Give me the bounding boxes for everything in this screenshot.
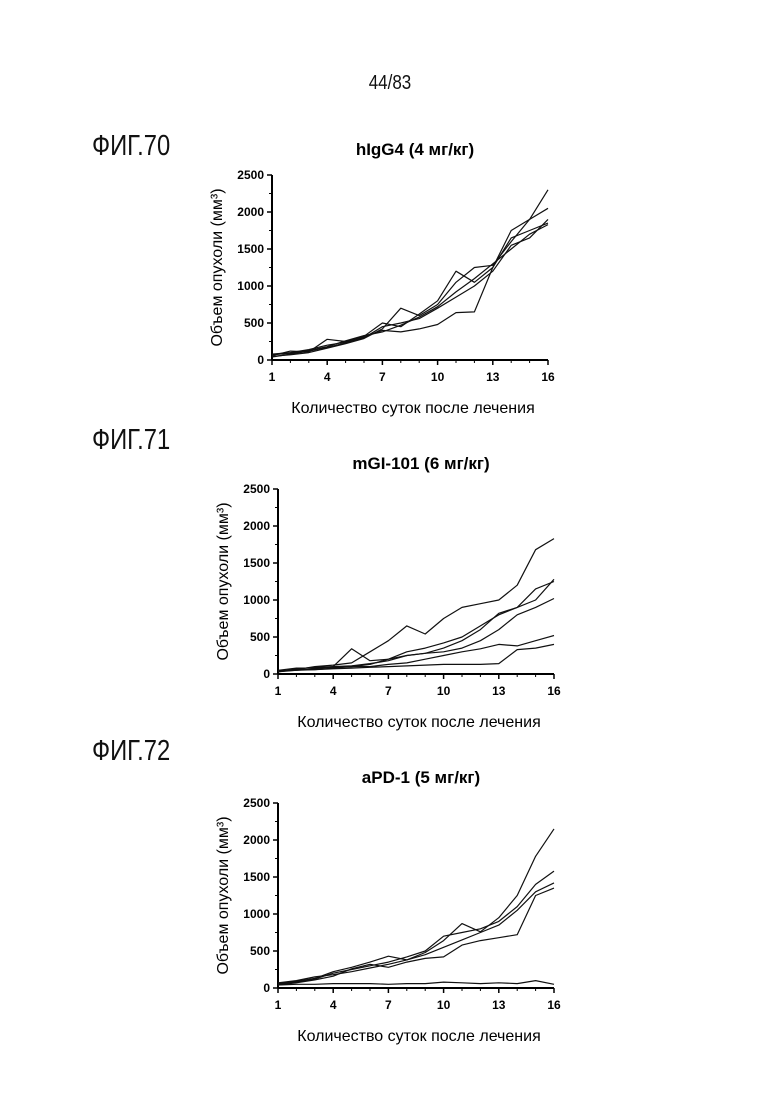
y-tick-label: 500	[250, 944, 270, 958]
y-tick-label: 500	[244, 316, 264, 330]
x-axis-label: Количество суток после лечения	[297, 1028, 540, 1045]
y-tick-label: 2500	[237, 168, 264, 182]
y-tick-label: 2000	[237, 205, 264, 219]
x-tick-label: 4	[330, 684, 337, 698]
x-tick-label: 13	[492, 998, 506, 1012]
y-axis-label: Объем опухоли (мм³)	[209, 188, 226, 346]
chart-fig71: mGI-101 (6 мг/кг) 0 500 1000 1500 2000 2500 1 4 7…	[0, 444, 780, 764]
x-tick-label: 10	[437, 684, 451, 698]
y-tick-label: 1500	[243, 556, 270, 570]
series-line-3	[278, 582, 554, 671]
series-line-4	[272, 223, 548, 357]
y-tick-label: 2500	[243, 796, 270, 810]
y-tick-label: 1000	[237, 279, 264, 293]
y-tick-label: 1000	[243, 907, 270, 921]
x-axis-label: Количество суток после лечения	[291, 400, 534, 417]
x-tick-label: 4	[330, 998, 337, 1012]
x-tick-label: 4	[324, 370, 331, 384]
x-tick-label: 7	[385, 684, 392, 698]
series-line-3	[278, 883, 554, 983]
x-tick-label: 7	[385, 998, 392, 1012]
y-tick-label: 1500	[237, 242, 264, 256]
series-line-4	[278, 888, 554, 985]
x-tick-label: 13	[492, 684, 506, 698]
x-tick-label: 13	[486, 370, 500, 384]
series-line-2	[278, 871, 554, 984]
chart-title: hIgG4 (4 мг/кг)	[356, 140, 474, 159]
x-tick-label: 16	[541, 370, 555, 384]
y-tick-label: 1000	[243, 593, 270, 607]
page-number: 44/83	[59, 72, 722, 95]
y-tick-label: 0	[263, 667, 270, 681]
x-tick-label: 1	[275, 684, 282, 698]
x-tick-label: 10	[431, 370, 445, 384]
x-tick-label: 1	[269, 370, 276, 384]
chart-fig72: aPD-1 (5 мг/кг) 0 500 1000 1500 2000 2500 1 4 7 10…	[0, 758, 780, 1078]
series-line-2	[272, 208, 548, 356]
x-axis-label: Количество суток после лечения	[297, 714, 540, 731]
y-tick-label: 2500	[243, 482, 270, 496]
y-tick-label: 2000	[243, 519, 270, 533]
x-tick-label: 16	[547, 998, 561, 1012]
series-line-2	[278, 579, 554, 672]
y-tick-label: 0	[257, 353, 264, 367]
chart-fig70: hIgG4 (4 мг/кг) 0 500 1000 1500 2000 2500 1 4 7 10…	[0, 130, 780, 450]
y-axis-label: Объем опухоли (мм³)	[215, 502, 232, 660]
y-axis-label: Объем опухоли (мм³)	[215, 816, 232, 974]
x-tick-label: 1	[275, 998, 282, 1012]
series-line-1	[278, 539, 554, 671]
y-tick-label: 2000	[243, 833, 270, 847]
chart-title: aPD-1 (5 мг/кг)	[362, 768, 480, 787]
y-tick-label: 1500	[243, 870, 270, 884]
x-tick-label: 7	[379, 370, 386, 384]
x-tick-label: 10	[437, 998, 451, 1012]
y-tick-label: 500	[250, 630, 270, 644]
series-line-5	[278, 981, 554, 985]
series-line-5	[272, 225, 548, 355]
chart-title: mGI-101 (6 мг/кг)	[352, 454, 489, 473]
y-tick-label: 0	[263, 981, 270, 995]
x-tick-label: 16	[547, 684, 561, 698]
